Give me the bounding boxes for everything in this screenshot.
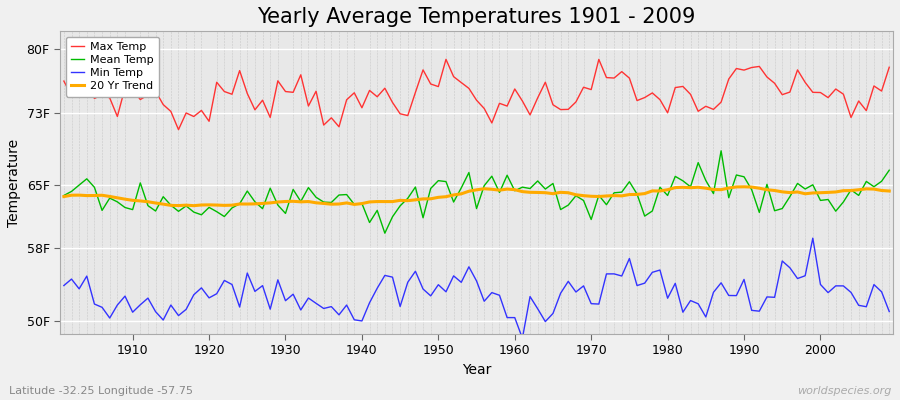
Max Temp — [884, 65, 895, 70]
Max Temp — [517, 99, 527, 104]
Max Temp — [341, 97, 352, 102]
Min Temp — [334, 312, 345, 317]
Min Temp — [501, 315, 512, 320]
Min Temp — [608, 272, 619, 276]
20 Yr Trend — [341, 200, 352, 205]
Min Temp — [509, 315, 520, 320]
Mean Temp — [509, 188, 520, 193]
20 Yr Trend — [58, 194, 69, 199]
Line: 20 Yr Trend: 20 Yr Trend — [64, 187, 889, 206]
20 Yr Trend — [120, 197, 130, 202]
Legend: Max Temp, Mean Temp, Min Temp, 20 Yr Trend: Max Temp, Mean Temp, Min Temp, 20 Yr Tre… — [66, 37, 159, 97]
20 Yr Trend — [884, 189, 895, 194]
Max Temp — [58, 79, 69, 84]
Line: Max Temp: Max Temp — [64, 59, 889, 130]
20 Yr Trend — [295, 200, 306, 204]
Max Temp — [173, 127, 184, 132]
Min Temp — [884, 309, 895, 314]
Max Temp — [441, 57, 452, 62]
Mean Temp — [120, 205, 130, 210]
Text: Latitude -32.25 Longitude -57.75: Latitude -32.25 Longitude -57.75 — [9, 386, 193, 396]
Mean Temp — [716, 148, 726, 153]
Min Temp — [517, 336, 527, 341]
Mean Temp — [334, 193, 345, 198]
Line: Min Temp: Min Temp — [64, 238, 889, 338]
X-axis label: Year: Year — [462, 363, 491, 377]
Min Temp — [288, 292, 299, 296]
Y-axis label: Temperature: Temperature — [7, 139, 21, 227]
Max Temp — [616, 69, 627, 74]
Line: Mean Temp: Mean Temp — [64, 151, 889, 233]
20 Yr Trend — [517, 189, 527, 194]
Text: worldspecies.org: worldspecies.org — [796, 386, 891, 396]
Max Temp — [525, 112, 535, 117]
20 Yr Trend — [608, 193, 619, 198]
Mean Temp — [517, 185, 527, 190]
Mean Temp — [884, 168, 895, 172]
Mean Temp — [288, 187, 299, 192]
20 Yr Trend — [188, 203, 199, 208]
Title: Yearly Average Temperatures 1901 - 2009: Yearly Average Temperatures 1901 - 2009 — [257, 7, 696, 27]
Min Temp — [807, 236, 818, 240]
Min Temp — [120, 294, 130, 298]
Mean Temp — [380, 231, 391, 236]
Max Temp — [120, 85, 130, 90]
20 Yr Trend — [739, 184, 750, 189]
Mean Temp — [608, 190, 619, 195]
Min Temp — [58, 283, 69, 288]
20 Yr Trend — [509, 187, 520, 192]
Mean Temp — [58, 193, 69, 198]
Max Temp — [295, 72, 306, 77]
